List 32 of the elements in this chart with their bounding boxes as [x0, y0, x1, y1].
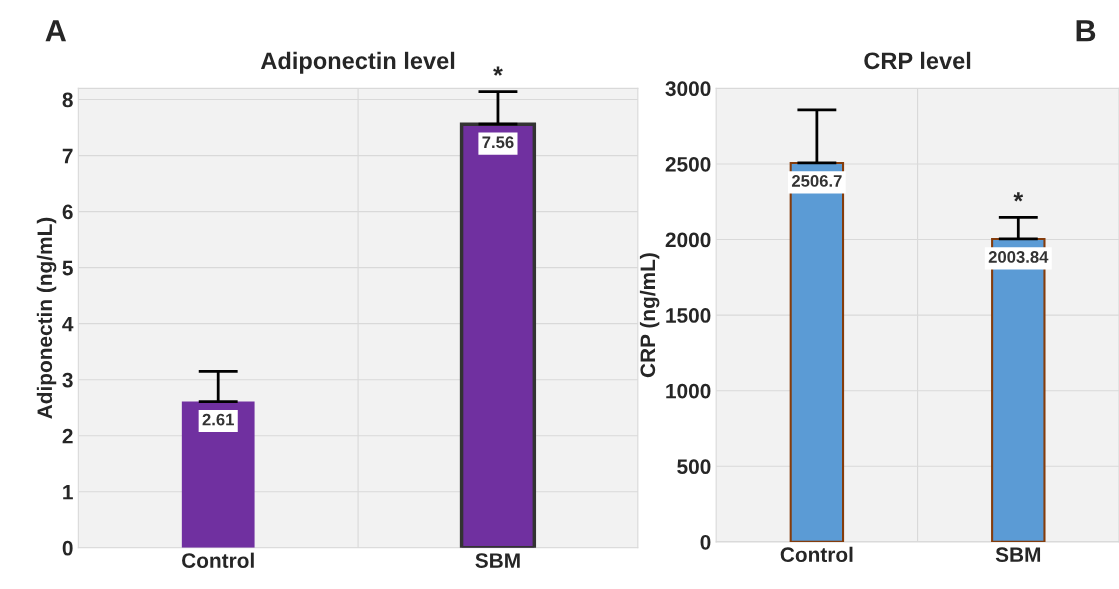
x-tick-label: Control — [182, 552, 254, 568]
text: B — [1076, 20, 1096, 42]
y-tick-label: 500 — [677, 459, 711, 475]
data-label: 2506.7 — [791, 175, 842, 187]
y-tick-label: 8 — [62, 92, 73, 108]
x-tick-label: Control — [780, 546, 853, 563]
y-tick-label: 2 — [62, 428, 73, 444]
annotation: * — [1013, 192, 1024, 202]
chart-title: Adiponectin level — [260, 51, 455, 74]
y-tick-label: 1000 — [666, 383, 711, 399]
y-tick-label: 2500 — [665, 156, 711, 172]
data-label: 2003.84 — [988, 251, 1049, 263]
x-tick-label: SBM — [475, 553, 520, 568]
y-tick-label: 0 — [700, 534, 711, 550]
y-tick-label: 7 — [62, 148, 73, 164]
y-tick-label: 6 — [62, 204, 73, 220]
y-axis-title: CRP (ng/mL) — [639, 253, 660, 378]
y-tick-label: 3 — [62, 372, 73, 388]
y-tick-label: 3000 — [665, 81, 711, 97]
y-tick-label: 0 — [62, 540, 73, 556]
y-tick-label: 1500 — [666, 308, 711, 323]
y-tick-label: 5 — [62, 260, 73, 276]
x-tick-label: SBM — [995, 547, 1041, 563]
data-label: 7.56 — [482, 136, 514, 149]
chart-title: CRP level — [864, 51, 971, 70]
y-axis-title: Adiponectin (ng/mL) — [36, 217, 57, 419]
data-label: 2.61 — [202, 413, 234, 426]
annotation: * — [493, 66, 503, 76]
text: A — [45, 20, 67, 42]
y-tick-label: 1 — [63, 484, 73, 500]
y-tick-label: 4 — [62, 316, 74, 332]
y-tick-label: 2000 — [665, 232, 711, 248]
